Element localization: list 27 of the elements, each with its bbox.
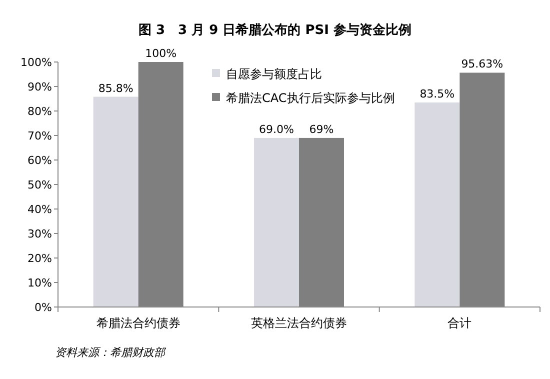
y-tick-label: 90% [28,80,52,94]
y-tick-label: 80% [28,105,52,118]
data-label: 69.0% [259,122,294,136]
data-label: 83.5% [420,87,455,100]
bar [414,102,460,307]
data-label: 100% [145,47,177,60]
y-tick-label: 40% [28,203,52,216]
data-label: 85.8% [98,82,134,95]
y-tick-label: 30% [28,228,52,240]
y-tick-label: 50% [28,178,52,192]
y-tick-label: 60% [28,154,52,167]
bar [254,138,299,307]
y-tick-label: 100% [20,56,52,69]
y-tick-label: 10% [28,276,52,290]
legend-label: 希腊法CAC执行后实际参与比例 [226,91,395,105]
x-tick-label: 合计 [448,316,472,330]
y-tick-label: 20% [28,252,52,265]
data-label: 95.63% [461,58,504,71]
bar [93,96,138,307]
x-tick-label: 希腊法合约债券 [96,316,180,330]
text: 资料来源：希腊财政部 [55,346,167,359]
y-tick-label: 70% [28,130,52,142]
chart-title: 图 3 3 月 9 日希腊公布的 PSI 参与资金比例 [138,22,412,38]
y-tick-label: 0% [34,301,52,314]
legend-label: 自愿参与额度占比 [226,67,322,81]
x-tick-label: 英格兰法合约债券 [251,316,347,330]
data-label: 69% [309,122,334,136]
